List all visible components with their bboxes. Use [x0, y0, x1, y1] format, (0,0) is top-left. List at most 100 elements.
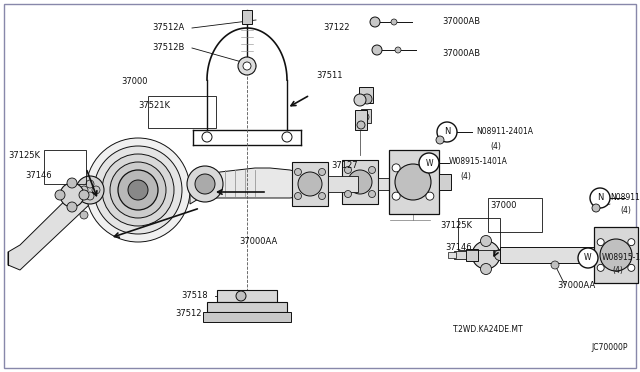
Text: N08911-2401A: N08911-2401A: [476, 126, 533, 135]
Circle shape: [426, 192, 434, 200]
Bar: [292, 162, 328, 206]
Circle shape: [472, 241, 500, 269]
Circle shape: [298, 172, 322, 196]
Circle shape: [319, 169, 326, 176]
Text: 37511: 37511: [316, 71, 342, 80]
Bar: [359, 87, 373, 103]
Circle shape: [55, 190, 65, 200]
Circle shape: [369, 167, 376, 173]
Circle shape: [426, 164, 434, 172]
Circle shape: [195, 174, 215, 194]
Circle shape: [628, 264, 635, 271]
Bar: [207, 302, 287, 312]
Bar: [217, 290, 277, 302]
Circle shape: [86, 192, 94, 200]
Text: JC70000P: JC70000P: [591, 343, 628, 353]
Circle shape: [294, 169, 301, 176]
Text: 37000AA: 37000AA: [557, 280, 595, 289]
Circle shape: [370, 17, 380, 27]
Bar: [44, 150, 86, 184]
Bar: [361, 109, 371, 123]
Circle shape: [600, 239, 632, 271]
Text: W08915-1401A: W08915-1401A: [449, 157, 508, 167]
Bar: [594, 227, 638, 283]
Circle shape: [357, 121, 365, 129]
Circle shape: [79, 190, 89, 200]
Circle shape: [67, 202, 77, 212]
Circle shape: [187, 166, 223, 202]
Polygon shape: [190, 168, 310, 204]
Circle shape: [344, 167, 351, 173]
Text: N: N: [444, 128, 450, 137]
Circle shape: [80, 211, 88, 219]
Bar: [389, 150, 439, 214]
Bar: [203, 312, 291, 322]
Circle shape: [597, 264, 604, 271]
Circle shape: [94, 146, 182, 234]
Circle shape: [362, 94, 372, 104]
Circle shape: [118, 170, 158, 210]
Circle shape: [238, 57, 256, 75]
Bar: [378, 178, 418, 190]
Text: 37518: 37518: [181, 292, 208, 301]
Text: (4): (4): [490, 141, 501, 151]
Circle shape: [481, 235, 492, 247]
Text: W: W: [425, 158, 433, 167]
Circle shape: [344, 190, 351, 198]
Circle shape: [236, 291, 246, 301]
Circle shape: [92, 186, 100, 194]
Text: 37512B: 37512B: [152, 44, 185, 52]
Text: 37512: 37512: [175, 308, 202, 317]
Circle shape: [348, 170, 372, 194]
Text: 37000AB: 37000AB: [442, 49, 480, 58]
Circle shape: [110, 162, 166, 218]
Text: 37125K: 37125K: [8, 151, 40, 160]
Circle shape: [578, 248, 598, 268]
Polygon shape: [8, 176, 90, 270]
Bar: [458, 218, 500, 250]
Circle shape: [551, 261, 559, 269]
Text: 37127: 37127: [332, 160, 358, 170]
Circle shape: [597, 239, 604, 246]
Circle shape: [395, 47, 401, 53]
Circle shape: [590, 188, 610, 208]
Circle shape: [243, 62, 251, 70]
Text: (4): (4): [460, 173, 471, 182]
Text: W08915-1401A: W08915-1401A: [602, 253, 640, 262]
Bar: [342, 160, 378, 204]
Circle shape: [392, 192, 400, 200]
Circle shape: [102, 154, 174, 226]
Circle shape: [436, 136, 444, 144]
Text: 37122: 37122: [323, 23, 350, 32]
Circle shape: [282, 132, 292, 142]
Bar: [439, 174, 451, 190]
Circle shape: [202, 132, 212, 142]
Circle shape: [592, 204, 600, 212]
Text: 37521K: 37521K: [138, 102, 170, 110]
Bar: [355, 110, 367, 130]
Text: 37000AB: 37000AB: [442, 17, 480, 26]
Text: 37000: 37000: [122, 77, 148, 87]
Circle shape: [60, 183, 84, 207]
Circle shape: [392, 164, 400, 172]
Circle shape: [437, 122, 457, 142]
Text: 37146: 37146: [445, 244, 472, 253]
Circle shape: [86, 180, 94, 188]
Circle shape: [80, 186, 88, 194]
Bar: [466, 249, 478, 261]
Bar: [328, 176, 358, 192]
Circle shape: [391, 19, 397, 25]
Text: 37125K: 37125K: [440, 221, 472, 230]
Text: T.2WD.KA24DE.MT: T.2WD.KA24DE.MT: [452, 326, 524, 334]
Bar: [242, 10, 252, 24]
Circle shape: [128, 180, 148, 200]
Circle shape: [294, 193, 301, 199]
Circle shape: [86, 138, 190, 242]
Circle shape: [319, 193, 326, 199]
Text: W: W: [584, 253, 592, 263]
Bar: [500, 247, 600, 263]
Circle shape: [495, 250, 506, 260]
Text: N08911-2401A: N08911-2401A: [610, 192, 640, 202]
Bar: [448, 252, 456, 258]
Circle shape: [76, 176, 104, 204]
